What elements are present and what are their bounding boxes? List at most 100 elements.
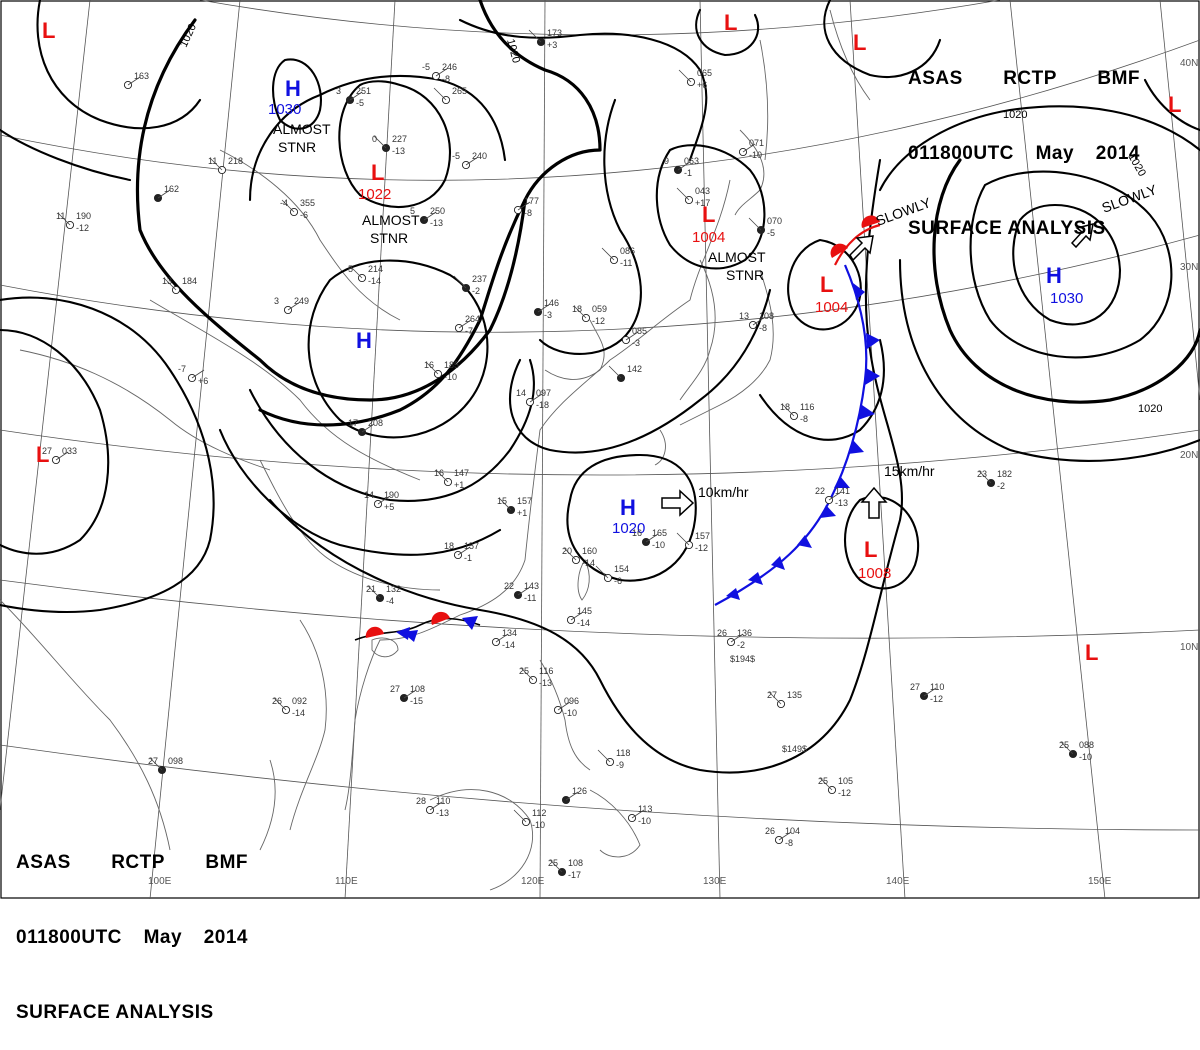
wind-barb xyxy=(191,369,205,379)
station-plot: 237-2 xyxy=(453,274,487,296)
high-center-marker: H xyxy=(620,495,636,520)
station-pressure-tendency: -5 xyxy=(356,98,364,108)
station-pressure-tendency: -10 xyxy=(444,372,457,382)
station-plot: 11 190 -12 xyxy=(56,211,91,233)
japan-honshu xyxy=(679,269,774,426)
station-temperature: 22 xyxy=(504,581,514,591)
station-temperature: 5 xyxy=(348,264,353,274)
station-pressure-tendency: -2 xyxy=(997,481,1005,491)
header-title: SURFACE ANALYSIS xyxy=(908,218,1106,239)
station-pressure: 086 xyxy=(620,246,635,256)
isobar-1020-inner xyxy=(258,198,527,427)
wind-barb xyxy=(730,633,744,643)
wind-barb xyxy=(645,533,659,543)
wind-barb xyxy=(625,331,639,341)
station-pressure-tendency: -11 xyxy=(620,258,632,268)
station-pressure: 110 xyxy=(930,682,944,692)
header-station: RCTP xyxy=(1003,68,1057,89)
longitude-label: 150E xyxy=(1088,876,1112,887)
wind-barb xyxy=(678,69,692,83)
station-temperature: 23 xyxy=(977,469,987,479)
wind-barb xyxy=(608,365,622,379)
header-center: ASAS xyxy=(16,852,71,873)
station-pressure-tendency: -4 xyxy=(386,596,394,606)
wind-barb xyxy=(373,135,387,149)
header-code: BMF xyxy=(1097,68,1140,89)
surface-analysis-map: 1020 1020 1020 1020 1020 xyxy=(0,0,1200,899)
pressure-value: 1008 xyxy=(858,565,891,582)
header-line1: ASAS RCTP BMF xyxy=(16,850,248,875)
station-pressure-tendency: -6 xyxy=(614,576,622,586)
station-temperature: 0 xyxy=(372,134,377,144)
station-pressure-tendency: -14 xyxy=(577,618,590,628)
station-pressure: 146 xyxy=(544,298,559,308)
station-plot: 5 250 -13 xyxy=(410,206,445,228)
station-plot: 22 143 -11 xyxy=(504,581,539,603)
hainan xyxy=(371,637,399,658)
parallel-0n xyxy=(0,744,1200,831)
wind-barb xyxy=(768,691,782,705)
station-pressure: 065 xyxy=(697,68,712,78)
low-center-marker: L xyxy=(702,202,715,227)
station-plot: 26 104 -8 xyxy=(765,826,800,848)
station-temperature: 3 xyxy=(274,296,279,306)
isobar-label: 1020 xyxy=(1003,109,1027,121)
station-pressure-tendency: -18 xyxy=(536,400,549,410)
station-pressure: 208 xyxy=(368,418,383,428)
wind-barb xyxy=(361,423,375,433)
station-plot: 22 141 -13 xyxy=(815,486,850,508)
station-pressure: 098 xyxy=(168,756,183,766)
movement-label-line1: ALMOST xyxy=(273,121,331,137)
station-pressure: 184 xyxy=(182,276,197,286)
station-pressure: 355 xyxy=(300,198,315,208)
station-temperature: 11 xyxy=(208,156,217,166)
station-pressure: 145 xyxy=(577,606,592,616)
station-pressure: 092 xyxy=(292,696,307,706)
china-inland-3 xyxy=(259,459,441,591)
isobar-pacific-outer xyxy=(898,258,1200,462)
station-pressure: 134 xyxy=(502,628,517,638)
station-plot: 043+17 xyxy=(676,186,710,208)
header-year: 2014 xyxy=(203,927,248,948)
station-pressure-tendency: -10 xyxy=(532,820,545,830)
station-plot: 27 033 xyxy=(42,446,77,465)
station-temperature: 16 xyxy=(434,468,444,478)
wind-barb xyxy=(1060,741,1074,755)
station-pressure-tendency: -8 xyxy=(785,838,793,848)
wind-barb xyxy=(453,275,467,289)
station-pressure: 033 xyxy=(62,446,77,456)
station-pressure: 141 xyxy=(835,486,850,496)
station-pressure: 157 xyxy=(517,496,532,506)
isobar-japan-l xyxy=(787,238,862,331)
high-center-marker: H xyxy=(285,76,301,101)
isobar-west-l xyxy=(0,328,110,555)
station-pressure: 132 xyxy=(386,584,401,594)
parallel-40n xyxy=(0,39,1200,181)
header-month: May xyxy=(143,927,183,948)
isobar-topleft xyxy=(36,0,202,130)
station-plot: 25 088 -10 xyxy=(1059,740,1094,762)
station-pressure: 147 xyxy=(454,468,469,478)
wind-barb xyxy=(677,161,691,171)
station-pressure-tendency: -6 xyxy=(300,210,308,220)
station-pressure: 059 xyxy=(592,304,607,314)
station-pressure: 108 xyxy=(410,684,425,694)
map-frame xyxy=(0,0,1200,899)
station-plot: 26 136 -2 xyxy=(717,628,752,650)
wind-barb xyxy=(429,801,443,811)
station-plot: 9 063 -1 xyxy=(664,156,699,178)
station-plot: 18 059 -12 xyxy=(572,304,607,326)
wind-barb xyxy=(425,361,439,375)
china-coast xyxy=(344,179,731,811)
wind-barb xyxy=(435,469,449,483)
station-pressure-tendency: +17 xyxy=(695,198,710,208)
station-temperature: 20 xyxy=(562,546,572,556)
arrow-phil xyxy=(860,486,888,519)
station-plot: 142 xyxy=(608,364,642,383)
wind-barb xyxy=(377,495,391,505)
station-pressure-tendency: -13 xyxy=(539,678,552,688)
station-temperature: 9 xyxy=(664,156,669,166)
cold-front-east xyxy=(714,264,868,606)
station-plot: 096-10 xyxy=(553,696,579,718)
low-center-marker: L xyxy=(1085,640,1098,665)
